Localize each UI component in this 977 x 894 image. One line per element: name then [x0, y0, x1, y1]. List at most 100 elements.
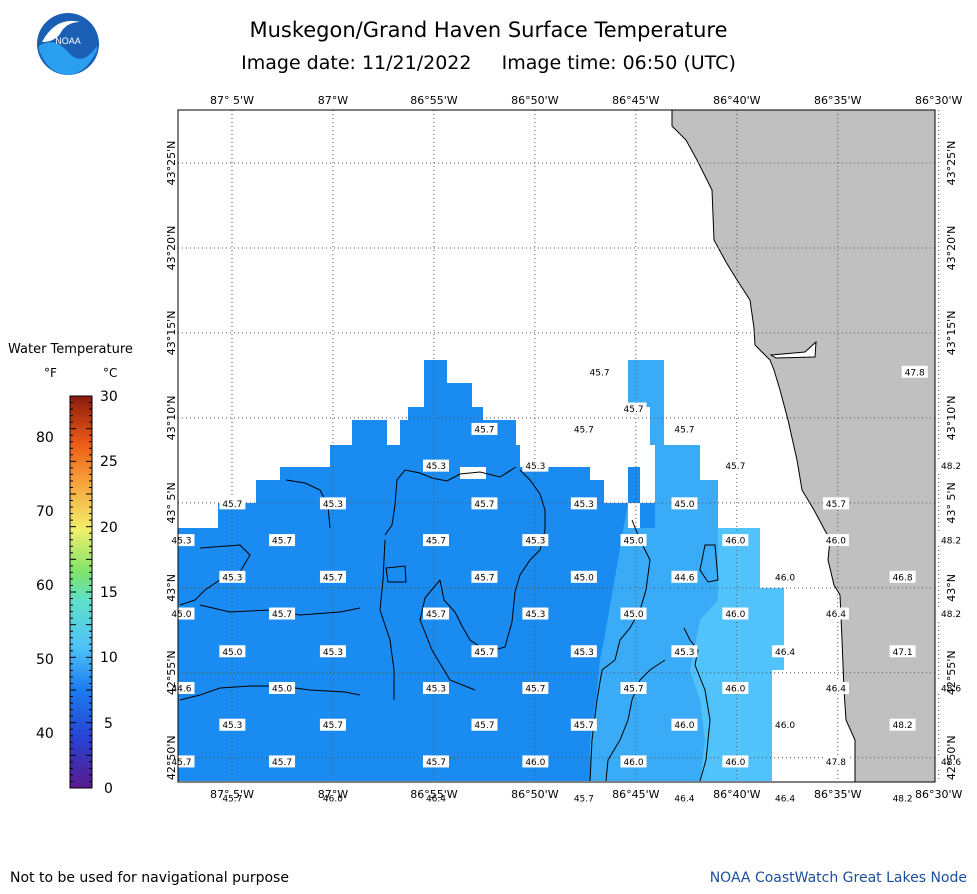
legend-f-tick: 40	[36, 726, 54, 742]
svg-text:46.4: 46.4	[826, 684, 846, 694]
temp-label: 48.2	[938, 607, 965, 620]
unit-celsius: °C	[103, 366, 118, 380]
svg-text:45.7: 45.7	[474, 648, 494, 658]
temp-label: 48.2	[889, 718, 916, 731]
lat-label: 42°55'N	[165, 650, 178, 695]
legend-c-tick: 20	[100, 519, 118, 536]
svg-text:45.0: 45.0	[624, 537, 644, 547]
temp-label: 45.0	[219, 645, 246, 658]
svg-text:46.4: 46.4	[775, 648, 795, 658]
temp-label: 47.8	[901, 365, 928, 378]
svg-text:45.3: 45.3	[674, 648, 694, 658]
svg-text:45.7: 45.7	[171, 758, 191, 768]
svg-text:46.0: 46.0	[775, 721, 795, 731]
lat-label: 43°10'N	[165, 396, 178, 441]
svg-text:48.2: 48.2	[941, 462, 961, 472]
legend-c-tick: 15	[100, 584, 118, 601]
svg-text:46.0: 46.0	[725, 610, 745, 620]
water-surface	[178, 360, 784, 781]
svg-text:46.0: 46.0	[725, 758, 745, 768]
colorbar-ticks	[70, 395, 92, 789]
lat-labels-right: 43°25'N 43°20'N 43°15'N 43°10'N 43° 5'N 43°N 4…	[945, 141, 958, 781]
lat-label: 42°50'N	[945, 735, 958, 780]
lon-labels-bottom: 87° 5'W 87°W 86°55'W 86°50'W 86°45'W 86°40'W 8…	[210, 788, 962, 801]
svg-text:NOAA: NOAA	[55, 36, 81, 46]
svg-text:46.0: 46.0	[775, 573, 795, 583]
svg-text:46.4: 46.4	[674, 795, 694, 805]
svg-text:45.0: 45.0	[624, 610, 644, 620]
svg-text:45.0: 45.0	[171, 610, 191, 620]
temp-label: 45.7	[722, 459, 749, 472]
lat-label: 42°50'N	[165, 735, 178, 780]
map-title: Muskegon/Grand Haven Surface Temperature	[249, 18, 728, 42]
noaa-logo-icon: NOAA	[37, 13, 99, 75]
temp-label: 45.7	[269, 607, 296, 620]
lat-label: 43°20'N	[945, 226, 958, 271]
legend-f-tick: 60	[36, 578, 54, 594]
legend-c-tick: 25	[100, 454, 118, 471]
lon-label: 86°35'W	[814, 94, 862, 107]
svg-text:45.3: 45.3	[426, 462, 446, 472]
temp-label: 46.4	[772, 645, 799, 658]
svg-text:48.2: 48.2	[941, 610, 961, 620]
temp-label: 45.7	[671, 422, 698, 435]
svg-text:45.7: 45.7	[574, 795, 594, 805]
svg-text:45.7: 45.7	[474, 500, 494, 510]
temp-label: 45.3	[671, 645, 698, 658]
svg-text:45.3: 45.3	[574, 500, 594, 510]
temp-label: 45.7	[319, 718, 346, 731]
legend-c-tick: 30	[100, 389, 118, 405]
svg-text:45.7: 45.7	[474, 425, 494, 435]
temp-label: 46.4	[772, 792, 799, 805]
temp-label: 46.0	[620, 755, 647, 768]
svg-text:45.7: 45.7	[272, 758, 292, 768]
temp-label: 45.7	[620, 681, 647, 694]
lat-label: 43° 5'N	[945, 482, 958, 523]
svg-text:45.7: 45.7	[222, 795, 242, 805]
legend-c-tick: 10	[100, 650, 118, 667]
svg-text:45.7: 45.7	[574, 425, 594, 435]
temp-label: 45.0	[269, 681, 296, 694]
svg-text:45.7: 45.7	[426, 610, 446, 620]
temp-label: 46.0	[772, 570, 799, 583]
lon-label: 86°50'W	[511, 94, 559, 107]
temp-label: 46.4	[671, 792, 698, 805]
temp-label: 45.7	[570, 718, 597, 731]
svg-text:45.3: 45.3	[171, 537, 191, 547]
temp-label: 46.4	[822, 607, 849, 620]
svg-text:48.6: 48.6	[941, 684, 961, 694]
svg-text:45.3: 45.3	[222, 721, 242, 731]
temp-label: 45.7	[570, 792, 597, 805]
graticule	[178, 110, 940, 782]
svg-text:46.4: 46.4	[775, 795, 795, 805]
temp-label: 45.7	[586, 365, 613, 378]
temp-label: 46.0	[822, 534, 849, 547]
credit-text: NOAA CoastWatch Great Lakes Node	[709, 870, 967, 886]
temp-label: 46.0	[319, 792, 346, 805]
svg-text:46.0: 46.0	[323, 795, 343, 805]
temp-label: 45.3	[570, 497, 597, 510]
temp-label: 45.3	[570, 645, 597, 658]
lon-label: 87° 5'W	[210, 94, 254, 107]
lon-label: 86°55'W	[410, 94, 458, 107]
lon-label: 86°45'W	[612, 788, 660, 801]
svg-text:45.7: 45.7	[474, 573, 494, 583]
legend-title: Water Temperature	[8, 342, 133, 357]
temp-label: 45.3	[422, 681, 449, 694]
svg-text:45.7: 45.7	[574, 721, 594, 731]
legend-f-tick: 80	[36, 430, 54, 446]
temp-label: 45.7	[319, 570, 346, 583]
temp-label: 45.3	[168, 534, 195, 547]
temp-label: 45.7	[168, 755, 195, 768]
temp-label: 45.0	[671, 497, 698, 510]
svg-text:45.7: 45.7	[426, 758, 446, 768]
temp-label: 48.2	[938, 459, 965, 472]
svg-text:47.8: 47.8	[826, 758, 846, 768]
temp-label: 45.7	[471, 645, 498, 658]
svg-text:45.7: 45.7	[272, 537, 292, 547]
temp-label: 45.0	[620, 607, 647, 620]
svg-text:45.7: 45.7	[323, 573, 343, 583]
temp-label: 45.0	[620, 534, 647, 547]
svg-text:48.2: 48.2	[893, 721, 913, 731]
